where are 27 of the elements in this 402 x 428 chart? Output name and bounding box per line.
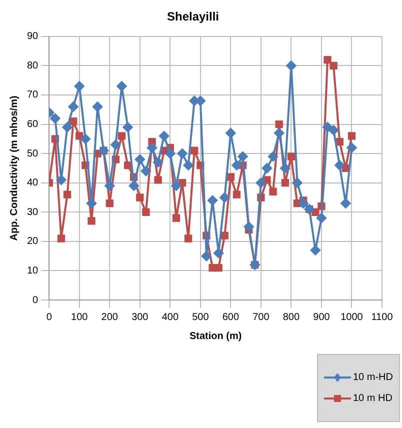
x-tick-label: 1000 — [340, 312, 364, 323]
x-tick-label: 1100 — [371, 312, 394, 323]
legend-label: 10 m-HD — [352, 372, 393, 383]
x-tick-label: 700 — [252, 312, 270, 323]
x-tick-label: 0 — [46, 312, 52, 323]
x-tick-label: 300 — [132, 312, 149, 323]
x-tick-label: 600 — [222, 312, 240, 323]
y-tick-label: 70 — [27, 90, 39, 101]
y-tick-label: 80 — [27, 60, 39, 72]
x-tick-label: 500 — [192, 312, 210, 323]
y-tick-label: 60 — [27, 119, 39, 130]
y-tick-label: 10 — [27, 265, 39, 276]
y-tick-label: 50 — [27, 148, 39, 160]
y-tick-label: 20 — [27, 236, 39, 248]
y-axis-title: App. Conductivity (m mhos/m) — [8, 96, 20, 241]
x-tick-label: 100 — [71, 312, 88, 323]
x-tick-label: 900 — [313, 312, 330, 323]
y-tick-label: 90 — [27, 31, 39, 42]
x-tick-label: 200 — [101, 312, 118, 323]
y-tick-label: 30 — [27, 206, 39, 218]
legend-label: 10 m HD — [352, 393, 392, 404]
x-axis-title: Station (m) — [189, 330, 242, 342]
x-tick-label: 800 — [282, 312, 300, 323]
y-tick-label: 40 — [27, 178, 39, 189]
chart-title: Shelayilli — [166, 10, 220, 24]
y-tick-label: 0 — [32, 294, 39, 306]
x-tick-label: 400 — [162, 312, 179, 323]
